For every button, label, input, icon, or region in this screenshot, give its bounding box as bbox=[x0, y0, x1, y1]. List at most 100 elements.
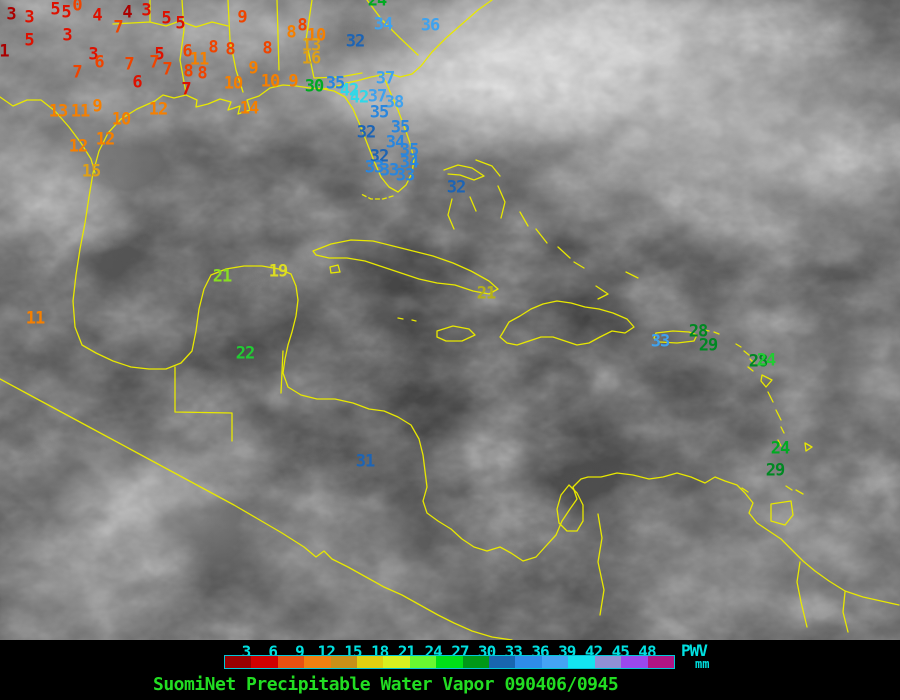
product-title: SuomiNet Precipitable Water Vapor 090406… bbox=[153, 674, 619, 695]
station-value: 3 bbox=[6, 4, 16, 25]
station-value: 11 bbox=[25, 308, 46, 329]
jamaica bbox=[436, 325, 476, 342]
station-value: 5 bbox=[154, 44, 164, 65]
station-value: 36 bbox=[420, 15, 441, 36]
station-value: 32 bbox=[369, 146, 390, 167]
satellite-map: 3 3 5 1 5 5 0 4 4 3 5 5 9 3 3 7 5 6 8 8 8 8 8 10 13 16 7 6 7 7 7 6 11 8 8 7… bbox=[0, 0, 900, 640]
station-value: 28 bbox=[688, 321, 709, 342]
station-value: 5 bbox=[161, 8, 171, 29]
color-scale-segment bbox=[357, 656, 384, 668]
station-value: 15 bbox=[81, 161, 102, 182]
color-scale-segment bbox=[251, 656, 278, 668]
station-value: 11 bbox=[189, 49, 210, 70]
cloud-noise-texture bbox=[0, 0, 900, 640]
color-scale-segment bbox=[621, 656, 648, 668]
color-scale-segment bbox=[383, 656, 410, 668]
rio-grande bbox=[0, 96, 96, 174]
rivers bbox=[597, 513, 849, 633]
station-value: 10 bbox=[260, 71, 281, 92]
station-value: 7 bbox=[124, 54, 134, 75]
station-value: 12 bbox=[95, 129, 116, 150]
station-value: 32 bbox=[356, 122, 377, 143]
station-value: 0 bbox=[72, 0, 82, 16]
station-value: 5 bbox=[61, 2, 71, 23]
color-scale-segment bbox=[515, 656, 542, 668]
station-value: 8 bbox=[197, 63, 207, 84]
station-value: 9 bbox=[288, 71, 298, 92]
station-value: 7 bbox=[149, 52, 159, 73]
color-scale-segment bbox=[489, 656, 516, 668]
station-value: 38 bbox=[384, 92, 405, 113]
station-value: 6 bbox=[182, 41, 192, 62]
station-value: 13 bbox=[301, 35, 322, 56]
station-value: 32 bbox=[345, 31, 366, 52]
station-value: 4 bbox=[92, 5, 102, 26]
station-value: 9 bbox=[237, 7, 247, 28]
station-value: 5 bbox=[175, 13, 185, 34]
station-value: 6 bbox=[132, 72, 142, 93]
station-value: 8 bbox=[208, 37, 218, 58]
pacific-coast bbox=[0, 378, 513, 640]
station-value: 29 bbox=[698, 335, 719, 356]
atlantic-coast bbox=[380, 0, 493, 78]
station-value: 42 bbox=[349, 87, 370, 108]
station-value: 34 bbox=[399, 152, 420, 173]
station-value: 16 bbox=[301, 48, 322, 69]
station-value: 5 bbox=[24, 30, 34, 51]
color-scale-segment bbox=[647, 656, 674, 668]
station-value: 33 bbox=[379, 160, 400, 181]
pwv-color-scale bbox=[224, 655, 675, 669]
station-value: 24 bbox=[770, 438, 791, 459]
station-value: 9 bbox=[92, 96, 102, 117]
station-value: 3 bbox=[62, 25, 72, 46]
unit-sublabel: mm bbox=[695, 657, 710, 671]
station-value: 7 bbox=[113, 17, 123, 38]
color-scale-segment bbox=[594, 656, 622, 668]
lesser-antilles bbox=[703, 329, 813, 493]
coastline-overlay bbox=[0, 0, 900, 640]
station-value: 3 bbox=[88, 44, 98, 65]
station-value: 34 bbox=[373, 14, 394, 35]
bahamas bbox=[397, 159, 639, 322]
station-value: 35 bbox=[390, 117, 411, 138]
station-value: 6 bbox=[94, 52, 104, 73]
station-value: 22 bbox=[235, 343, 256, 364]
color-scale-segment bbox=[462, 656, 490, 668]
color-scale-segment bbox=[541, 656, 569, 668]
station-value: 19 bbox=[268, 261, 289, 282]
lake-maracaibo bbox=[556, 484, 584, 532]
station-value: 7 bbox=[72, 62, 82, 83]
station-value: 31 bbox=[355, 451, 376, 472]
station-value: 10 bbox=[306, 25, 327, 46]
station-value: 10 bbox=[111, 109, 132, 130]
color-scale-segment bbox=[304, 656, 331, 668]
station-value: 1 bbox=[0, 41, 10, 62]
color-scale-segment bbox=[568, 656, 595, 668]
color-scale-segment bbox=[409, 656, 437, 668]
station-value: 5 bbox=[50, 0, 60, 20]
station-value: 12 bbox=[148, 99, 169, 120]
station-value: 12 bbox=[68, 136, 89, 157]
station-value: 8 bbox=[297, 15, 307, 36]
station-value: 7 bbox=[181, 79, 191, 100]
station-value: 35 bbox=[369, 102, 390, 123]
station-value: 3 bbox=[24, 7, 34, 28]
color-scale-segment bbox=[277, 656, 305, 668]
legend-tick: 6 bbox=[268, 642, 278, 661]
color-scale-segment bbox=[225, 656, 252, 668]
trinidad bbox=[770, 489, 804, 526]
station-value: 29 bbox=[765, 460, 786, 481]
cuba bbox=[312, 239, 499, 295]
station-value: 9 bbox=[248, 58, 258, 79]
station-value: 8 bbox=[262, 38, 272, 59]
station-value: 13 bbox=[48, 101, 69, 122]
station-value: 24 bbox=[367, 0, 388, 11]
station-value: 11 bbox=[70, 101, 91, 122]
station-value: 37 bbox=[375, 68, 396, 89]
legend-bar: 3 6 9 12 15 18 21 24 27 30 33 36 39 42 45 48 PWV mm Suo… bbox=[0, 640, 900, 700]
station-value: 30 bbox=[304, 76, 325, 97]
station-value: 10 bbox=[223, 73, 244, 94]
puerto-rico bbox=[653, 330, 698, 344]
station-value: 42 bbox=[339, 80, 360, 101]
legend-tick: 9 bbox=[295, 642, 305, 661]
